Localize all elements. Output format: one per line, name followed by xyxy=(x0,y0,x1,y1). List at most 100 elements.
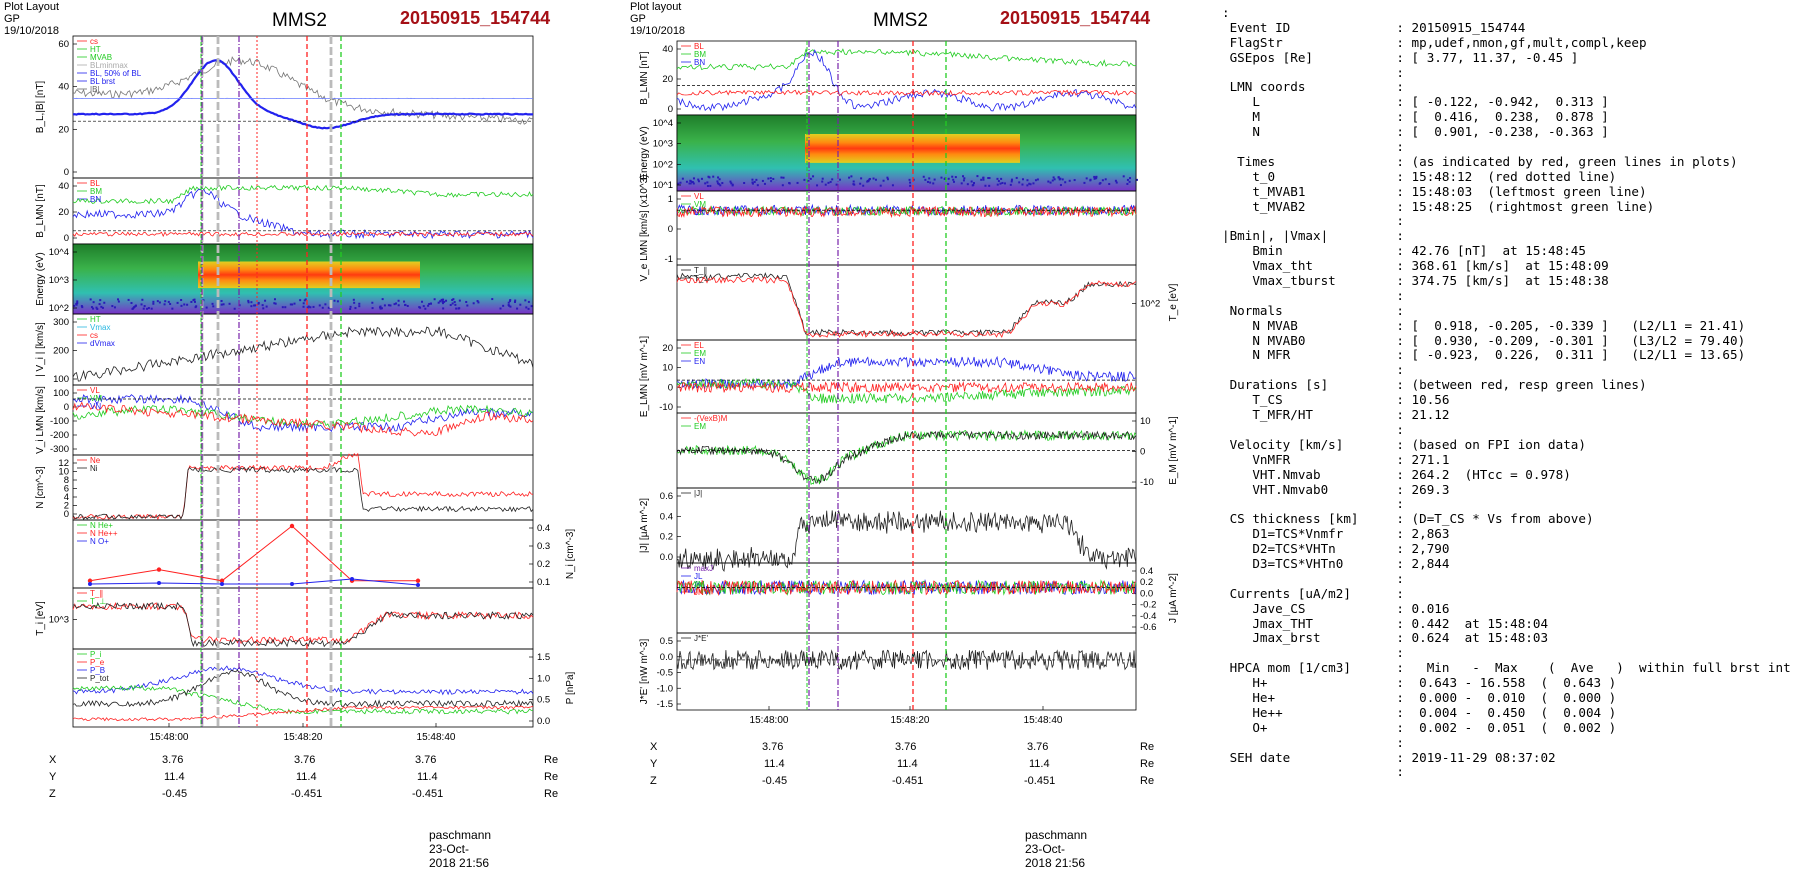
summary-line: N MVAB : [ 0.918, -0.205, -0.339 ] (L2/L… xyxy=(1222,319,1791,334)
pos-z-value: -0.451 xyxy=(291,788,322,800)
spectrogram-pixel xyxy=(677,183,679,185)
pos-y-value: 11.4 xyxy=(164,771,185,783)
spectrogram-pixel xyxy=(206,307,208,309)
spectrogram-pixel xyxy=(743,182,745,184)
spectrogram-pixel xyxy=(948,178,950,180)
y-tick-label: -100 xyxy=(50,416,69,427)
legend-entry: VN xyxy=(90,402,101,411)
data-point xyxy=(290,524,294,528)
y-tick-label: 0.6 xyxy=(660,491,673,502)
spectrogram-pixel xyxy=(250,305,252,307)
pos-unit: Re xyxy=(1140,741,1154,753)
spectrogram-pixel xyxy=(157,300,159,302)
spectrogram-pixel xyxy=(721,182,723,184)
panel-8 xyxy=(677,633,1136,710)
spectrogram-pixel xyxy=(1069,180,1071,182)
spectrogram-pixel xyxy=(254,304,256,306)
summary-line: : xyxy=(1222,646,1791,661)
spectrogram-pixel xyxy=(953,181,955,183)
summary-line: : xyxy=(1222,736,1791,751)
spectrogram-pixel xyxy=(324,303,326,305)
panel-5 xyxy=(677,413,1136,488)
spectrogram-pixel xyxy=(1129,177,1131,179)
spectrogram-pixel xyxy=(812,175,814,177)
summary-line: N : [ 0.901, -0.238, -0.363 ] xyxy=(1222,125,1791,140)
series-line xyxy=(677,357,1136,389)
spectrogram-pixel xyxy=(509,300,511,302)
spectrogram-pixel xyxy=(927,181,929,183)
series-line xyxy=(73,670,533,707)
pos-y-label: Y xyxy=(49,771,56,783)
y-tick-label: 10 xyxy=(662,363,673,374)
spectrogram-pixel xyxy=(500,307,502,309)
y-tick-label: 0.0 xyxy=(660,552,673,563)
pos-unit: Re xyxy=(544,771,558,783)
spectrogram-pixel xyxy=(99,303,101,305)
spectrogram-pixel xyxy=(1026,184,1028,186)
pos-x-value: 3.76 xyxy=(415,754,436,766)
spectrogram-pixel xyxy=(141,303,143,305)
spectrogram-pixel xyxy=(192,299,194,301)
y-tick-label: -1 xyxy=(665,254,673,265)
spectrogram-pixel xyxy=(303,302,305,304)
summary-line: : xyxy=(1222,66,1791,81)
x-tick-label: 15:48:00 xyxy=(750,715,789,726)
spectrogram-pixel xyxy=(334,300,336,302)
series-line xyxy=(677,277,1136,337)
spectrogram-pixel xyxy=(398,300,400,302)
pos-x-value: 3.76 xyxy=(1027,741,1048,753)
spectrogram-pixel xyxy=(961,182,963,184)
spectrogram-pixel xyxy=(183,303,185,305)
panel-frame xyxy=(677,633,1136,710)
spectrogram-pixel xyxy=(1095,176,1097,178)
summary-line: Bmin : 42.76 [nT] at 15:48:45 xyxy=(1222,244,1791,259)
spectrogram-pixel xyxy=(698,180,700,182)
panel-2 xyxy=(677,191,1136,265)
legend-entry: VN xyxy=(694,208,705,217)
data-point xyxy=(88,582,92,586)
spectrogram-pixel xyxy=(909,185,911,187)
data-point xyxy=(416,583,420,587)
spectrogram-pixel xyxy=(780,177,782,179)
spectrogram-pixel xyxy=(128,299,130,301)
spectrogram-pixel xyxy=(384,304,386,306)
spectrogram-pixel xyxy=(455,308,457,310)
spectrogram-pixel xyxy=(171,308,173,310)
spectrogram-pixel xyxy=(982,179,984,181)
spectrogram-pixel xyxy=(679,182,681,184)
y-tick-label: 0.2 xyxy=(660,532,673,543)
y-tick-label: -300 xyxy=(50,444,69,455)
spectrogram-pixel xyxy=(118,301,120,303)
spectrogram-pixel xyxy=(686,181,688,183)
spectrogram-pixel xyxy=(982,177,984,179)
spectrogram-pixel xyxy=(719,184,721,186)
spectrogram-pixel xyxy=(1058,176,1060,178)
spectrogram-pixel xyxy=(454,301,456,303)
y-axis-label: Energy (eV) xyxy=(639,126,650,179)
spectrogram-pixel xyxy=(690,182,692,184)
spectrogram-pixel xyxy=(984,185,986,187)
spectrogram-pixel xyxy=(1026,179,1028,181)
spectrogram-pixel xyxy=(1060,184,1062,186)
summary-line: Currents [uA/m2] : xyxy=(1222,587,1791,602)
spectrogram-pixel xyxy=(1102,179,1104,181)
x-tick-label: 15:48:20 xyxy=(284,732,323,743)
spectrogram-pixel xyxy=(473,302,475,304)
spectrogram-pixel xyxy=(135,305,137,307)
pos-y-value: 11.4 xyxy=(897,758,918,770)
spectrogram-pixel xyxy=(313,306,315,308)
spectrogram-pixel xyxy=(92,308,94,310)
spectrogram-pixel xyxy=(141,299,143,301)
y-tick-label: 40 xyxy=(58,181,69,192)
pos-z-value: -0.451 xyxy=(892,775,923,787)
panel-1 xyxy=(73,178,533,244)
spectrogram-pixel xyxy=(1053,176,1055,178)
spectrogram-pixel xyxy=(350,306,352,308)
pos-y-label: Y xyxy=(650,758,657,770)
y-axis-label: B_LMN [nT] xyxy=(639,51,650,105)
y-tick-label: 0.0 xyxy=(537,716,550,727)
pos-z-value: -0.45 xyxy=(762,775,787,787)
spectrogram-pixel xyxy=(169,303,171,305)
y-tick-label: 1.0 xyxy=(537,673,550,684)
